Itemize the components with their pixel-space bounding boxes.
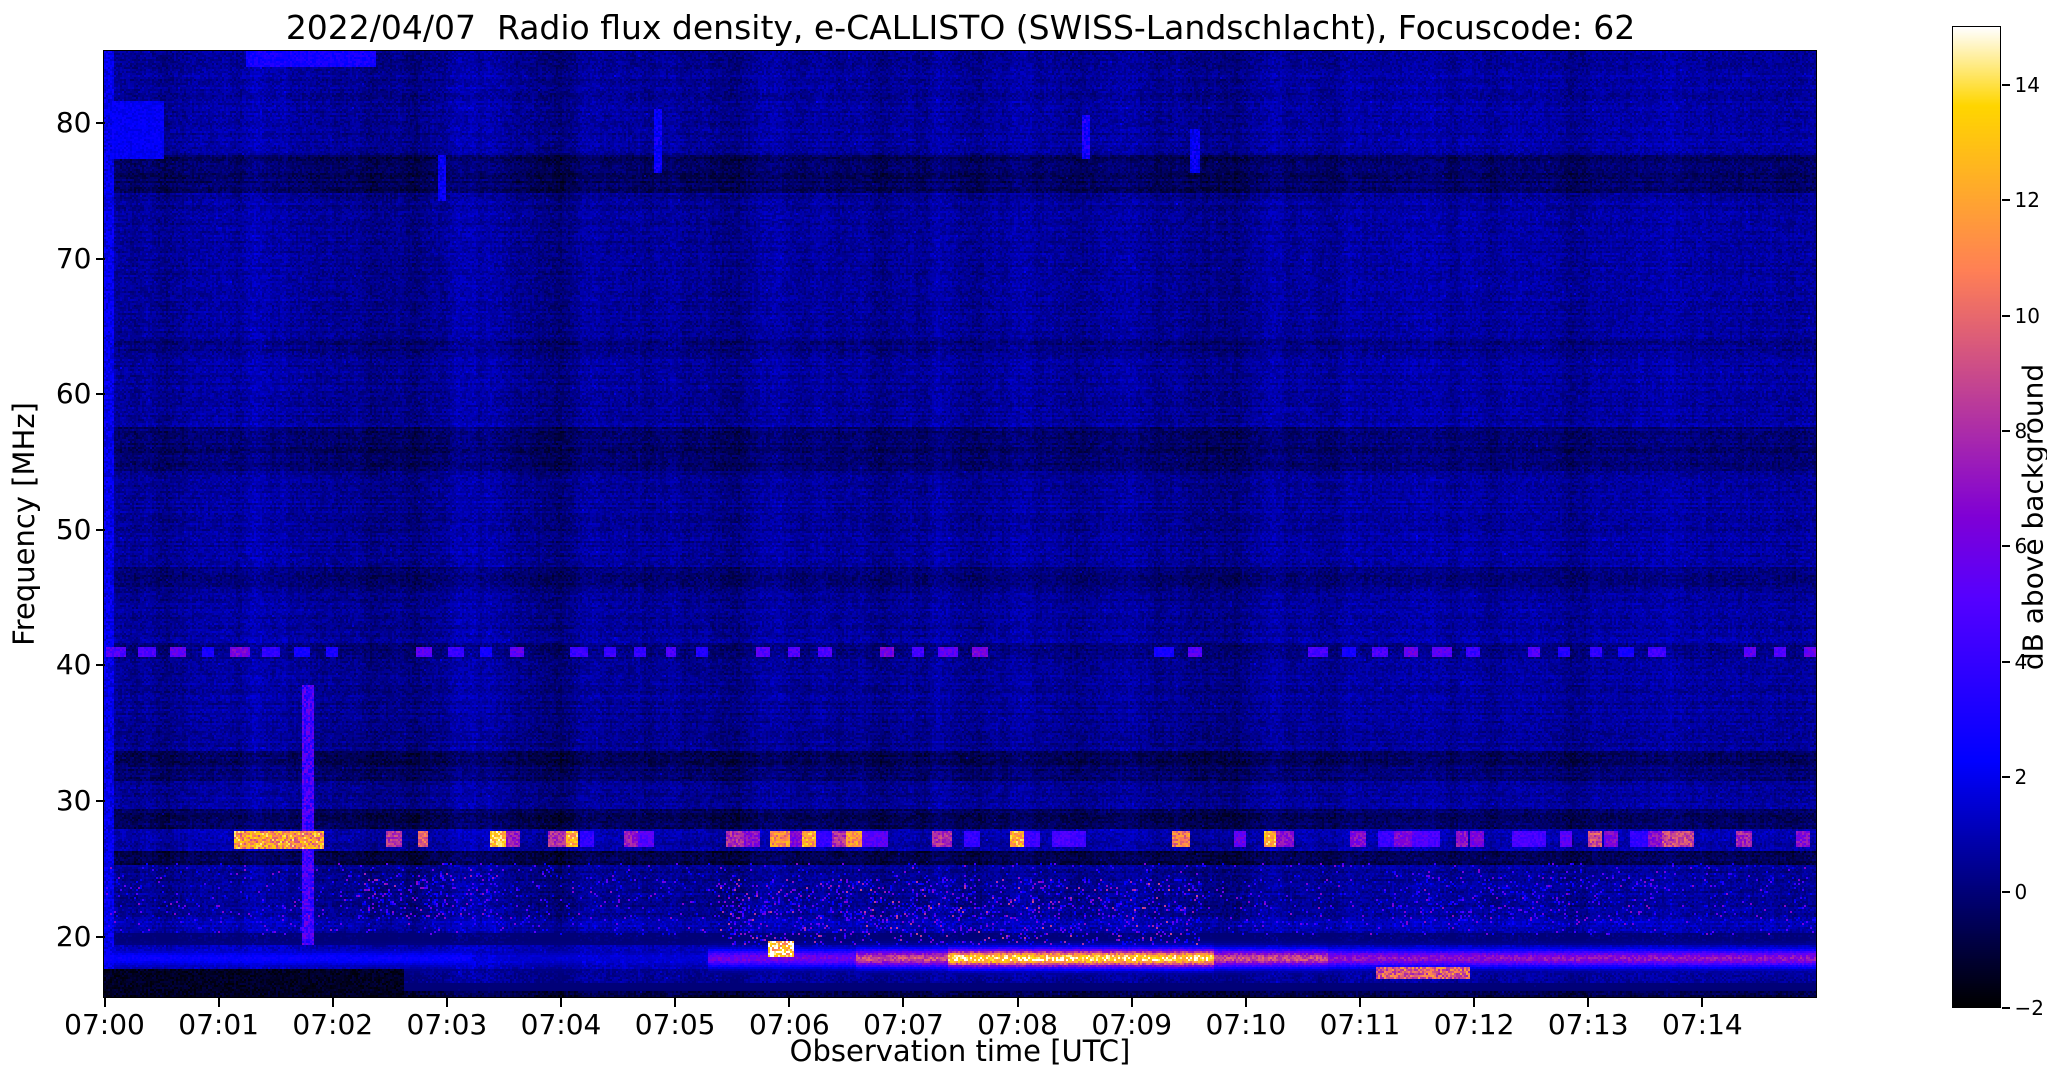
x-tick-mark <box>103 997 106 1007</box>
colorbar-tick-mark <box>2002 199 2010 202</box>
x-tick-mark <box>1244 997 1247 1007</box>
y-tick-label: 70 <box>55 241 92 275</box>
x-tick-mark <box>445 997 448 1007</box>
colorbar-tick-mark <box>2002 314 2010 317</box>
x-axis-label: Observation time [UTC] <box>789 1034 1131 1067</box>
x-tick-label: 07:01 <box>178 1008 259 1041</box>
x-tick-label: 07:14 <box>1662 1008 1743 1041</box>
x-tick-label: 07:12 <box>1433 1008 1515 1041</box>
colorbar-tick-label: 6 <box>2014 534 2028 559</box>
colorbar-tick-label: 2 <box>2014 764 2028 789</box>
colorbar-label: dB above background <box>2016 363 2047 671</box>
x-tick-label: 07:06 <box>748 1008 830 1041</box>
x-tick-mark <box>217 997 220 1007</box>
colorbar-tick-label: 0 <box>2014 880 2028 905</box>
y-tick-label: 50 <box>55 512 92 546</box>
colorbar-tick-mark <box>2002 430 2010 433</box>
colorbar-tick-label: 10 <box>2014 303 2040 328</box>
colorbar-canvas <box>1953 27 2000 1007</box>
x-tick-mark <box>1130 997 1133 1007</box>
colorbar-tick-mark <box>2002 891 2010 894</box>
spectrogram-canvas <box>104 51 1816 997</box>
colorbar-frame <box>1952 26 2001 1008</box>
x-tick-mark <box>788 997 791 1007</box>
y-tick-label: 30 <box>55 783 92 817</box>
plot-frame <box>103 50 1817 998</box>
y-tick-mark <box>95 935 105 938</box>
x-tick-label: 07:11 <box>1319 1008 1401 1041</box>
colorbar-tick-label: 8 <box>2014 419 2028 444</box>
x-tick-label: 07:03 <box>406 1008 488 1041</box>
x-tick-label: 07:09 <box>1091 1008 1173 1041</box>
y-tick-mark <box>95 393 105 396</box>
y-tick-label: 80 <box>55 106 92 140</box>
colorbar-tick-mark <box>2002 84 2010 87</box>
x-tick-mark <box>331 997 334 1007</box>
y-tick-mark <box>95 528 105 531</box>
colorbar-tick-label: −2 <box>2014 995 2044 1020</box>
y-tick-mark <box>95 122 105 125</box>
x-tick-mark <box>1701 997 1704 1007</box>
y-tick-label: 60 <box>55 377 92 411</box>
colorbar-tick-mark <box>2002 775 2010 778</box>
x-tick-label: 07:08 <box>977 1008 1058 1041</box>
x-tick-label: 07:02 <box>292 1008 374 1041</box>
x-tick-label: 07:07 <box>863 1008 944 1041</box>
colorbar-tick-label: 4 <box>2014 649 2028 674</box>
x-tick-label: 07:05 <box>634 1008 716 1041</box>
y-tick-label: 20 <box>55 919 92 953</box>
y-tick-mark <box>95 664 105 667</box>
x-tick-mark <box>1016 997 1019 1007</box>
y-tick-mark <box>95 799 105 802</box>
x-tick-mark <box>674 997 677 1007</box>
y-tick-label: 40 <box>55 648 92 682</box>
colorbar-tick-mark <box>2002 545 2010 548</box>
x-tick-label: 07:00 <box>64 1008 145 1041</box>
colorbar-tick-mark <box>2002 1006 2010 1009</box>
x-tick-mark <box>1358 997 1361 1007</box>
chart-title: 2022/04/07 Radio flux density, e-CALLIST… <box>285 8 1636 47</box>
colorbar-tick-label: 12 <box>2014 188 2040 213</box>
y-tick-mark <box>95 257 105 260</box>
x-tick-label: 07:04 <box>520 1008 602 1041</box>
x-tick-mark <box>902 997 905 1007</box>
colorbar-tick-label: 14 <box>2014 73 2040 98</box>
x-tick-mark <box>1587 997 1590 1007</box>
x-tick-label: 07:10 <box>1205 1008 1287 1041</box>
x-tick-mark <box>1473 997 1476 1007</box>
colorbar-tick-mark <box>2002 660 2010 663</box>
x-tick-label: 07:13 <box>1547 1008 1629 1041</box>
x-tick-mark <box>560 997 563 1007</box>
